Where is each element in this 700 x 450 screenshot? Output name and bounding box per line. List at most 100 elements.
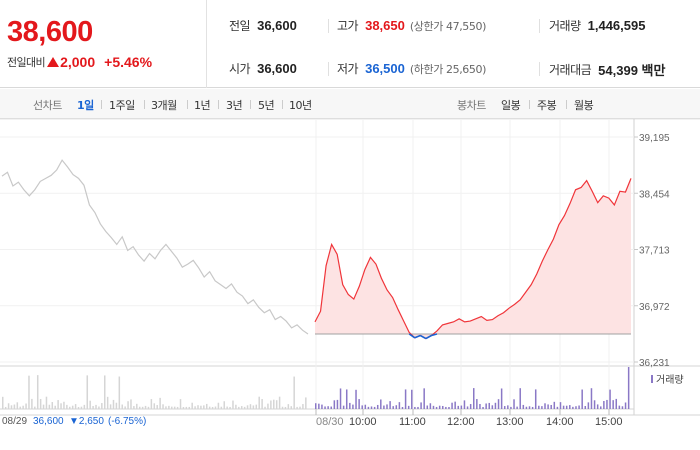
volume-bar-prev bbox=[51, 402, 54, 409]
volume-bar-prev bbox=[217, 402, 220, 409]
tab-separator bbox=[529, 100, 530, 109]
volume-bar-today bbox=[321, 404, 323, 409]
volume-bar-prev bbox=[211, 406, 214, 409]
tab-1day[interactable]: 1일 bbox=[77, 99, 94, 112]
y-tick-label: 36,231 bbox=[639, 358, 670, 369]
volume-bar-prev bbox=[2, 396, 4, 409]
volume-bar-prev bbox=[63, 401, 65, 409]
up-triangle-icon bbox=[47, 57, 60, 67]
change-percent: +5.46% bbox=[104, 54, 153, 70]
volume-bar-today bbox=[525, 406, 528, 409]
volume-bar-prev bbox=[191, 402, 193, 409]
volume-bar-today bbox=[593, 400, 596, 409]
today-below-baseline-segment bbox=[425, 334, 432, 340]
volume-bar-prev bbox=[153, 403, 156, 409]
volume-bar-prev bbox=[141, 406, 144, 409]
prev-session-close: 36,600 bbox=[33, 416, 64, 427]
volume-bar-today bbox=[510, 406, 512, 409]
volume-bar-today bbox=[562, 405, 565, 409]
volume-bar-prev bbox=[80, 406, 83, 409]
volume-bar-prev bbox=[206, 403, 208, 409]
current-price: 38,600 bbox=[7, 16, 93, 48]
volume-bar-prev bbox=[264, 406, 266, 409]
stat-turnover: 거래대금 54,399 백만 bbox=[549, 60, 665, 79]
volume-bar-today bbox=[454, 401, 456, 409]
volume-bar-today bbox=[463, 400, 466, 409]
volume-bar-today bbox=[380, 399, 382, 409]
stat-value: 36,600 bbox=[257, 61, 297, 76]
volume-bar-today bbox=[386, 404, 388, 409]
volume-bar-prev bbox=[45, 396, 48, 409]
tab-10year[interactable]: 10년 bbox=[289, 99, 312, 112]
volume-bar-today bbox=[522, 404, 525, 409]
tab-monthly-candle[interactable]: 월봉 bbox=[574, 99, 594, 112]
prev-session-line bbox=[1, 159, 309, 335]
volume-bar-prev bbox=[83, 404, 86, 409]
volume-bar-today bbox=[460, 405, 463, 409]
volume-bar-today bbox=[401, 406, 404, 409]
volume-bar-today bbox=[500, 388, 503, 409]
volume-bar-prev bbox=[25, 403, 27, 409]
prev-session-date: 08/29 bbox=[2, 416, 28, 427]
volume-bar-prev bbox=[112, 399, 115, 409]
volume-bar-today bbox=[361, 405, 363, 409]
lower-limit: (하한가 25,650) bbox=[409, 62, 487, 76]
volume-bar-prev bbox=[208, 406, 211, 409]
volume-bar-prev bbox=[220, 406, 223, 409]
volume-bar-prev bbox=[39, 399, 42, 409]
stat-open: 시가 36,600 bbox=[229, 60, 297, 77]
volume-bar-prev bbox=[267, 403, 269, 409]
volume-bar-prev bbox=[10, 405, 13, 409]
tab-5year[interactable]: 5년 bbox=[258, 99, 275, 112]
volume-bar-today bbox=[544, 403, 546, 409]
tab-separator bbox=[566, 100, 567, 109]
volume-bar-prev bbox=[109, 404, 112, 409]
tab-separator bbox=[218, 100, 219, 109]
volume-bar-prev bbox=[290, 406, 293, 409]
tab-weekly-candle[interactable]: 주봉 bbox=[537, 99, 557, 112]
volume-bar-prev bbox=[19, 406, 21, 409]
volume-bar-prev bbox=[121, 404, 123, 409]
volume-bar-today bbox=[528, 406, 531, 409]
volume-bar-today bbox=[584, 406, 587, 409]
change-amount: 2,000 bbox=[60, 54, 96, 70]
tab-1week[interactable]: 1주일 bbox=[109, 99, 135, 112]
volume-bar-today bbox=[398, 402, 401, 409]
stat-value: 54,399 백만 bbox=[598, 63, 666, 78]
volume-bar-prev bbox=[197, 405, 199, 409]
change-label: 전일대비 bbox=[7, 56, 46, 69]
volume-bar-today bbox=[627, 367, 630, 409]
volume-bar-prev bbox=[281, 406, 284, 409]
tab-1year[interactable]: 1년 bbox=[194, 99, 211, 112]
volume-bar-prev bbox=[255, 404, 258, 409]
volume-bar-today bbox=[423, 388, 425, 409]
volume-bar-today bbox=[596, 404, 599, 409]
stat-prev-close: 전일 36,600 bbox=[229, 17, 297, 34]
tab-daily-candle[interactable]: 일봉 bbox=[501, 99, 521, 112]
today-below-baseline-segment bbox=[431, 333, 438, 337]
volume-bar-prev bbox=[200, 405, 202, 409]
tab-3month[interactable]: 3개월 bbox=[151, 99, 177, 112]
volume-bar-today bbox=[581, 389, 583, 409]
volume-bar-prev bbox=[86, 375, 89, 409]
volume-bar-today bbox=[370, 406, 373, 409]
tab-separator bbox=[144, 100, 145, 109]
volume-bar-prev bbox=[106, 396, 109, 409]
stat-value: 36,600 bbox=[257, 18, 297, 33]
y-tick-label: 36,972 bbox=[639, 302, 670, 313]
volume-bar-today bbox=[482, 406, 484, 409]
stat-value: 38,650 bbox=[365, 18, 405, 33]
volume-bar-today bbox=[556, 406, 559, 409]
stat-label: 저가 bbox=[337, 62, 359, 76]
volume-bar-prev bbox=[124, 406, 126, 409]
volume-bar-prev bbox=[238, 406, 240, 409]
tab-3year[interactable]: 3년 bbox=[226, 99, 243, 112]
x-tick-label: 10:00 bbox=[349, 416, 377, 428]
volume-bar-prev bbox=[235, 404, 237, 409]
volume-bar-prev bbox=[249, 404, 252, 409]
volume-bar-today bbox=[559, 402, 562, 409]
volume-bar-today bbox=[404, 389, 407, 409]
volume-bar-prev bbox=[278, 396, 281, 409]
volume-bar-prev bbox=[229, 406, 231, 409]
volume-bar-today bbox=[392, 406, 394, 409]
